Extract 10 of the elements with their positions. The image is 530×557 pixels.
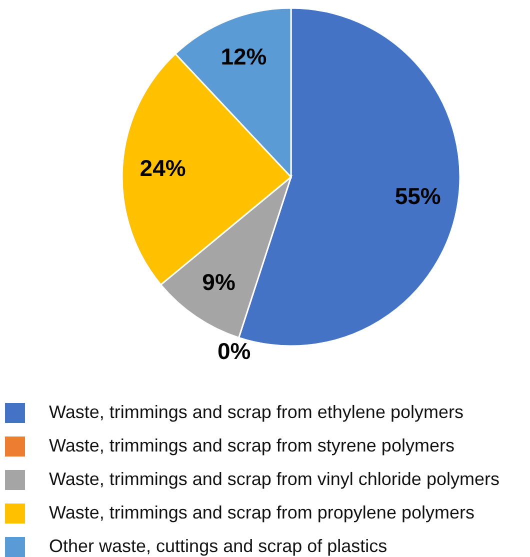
text: 0% — [218, 338, 251, 364]
legend-label: Waste, trimmings and scrap from propylene polymers — [49, 502, 474, 522]
data-label: 24% — [140, 154, 186, 181]
legend-label: Other waste, cuttings and scrap of plastics — [49, 536, 388, 556]
data-label: 9% — [202, 269, 236, 296]
data-label: 12% — [220, 44, 267, 70]
legend-label: Waste, trimmings and scrap from styrene polymers — [49, 436, 454, 456]
legend-label: Waste, trimmings and scrap from ethylene polymers — [49, 402, 464, 422]
data-label: 55% — [394, 183, 441, 210]
legend-label: Waste, trimmings and scrap from vinyl chloride polymers — [49, 469, 500, 489]
